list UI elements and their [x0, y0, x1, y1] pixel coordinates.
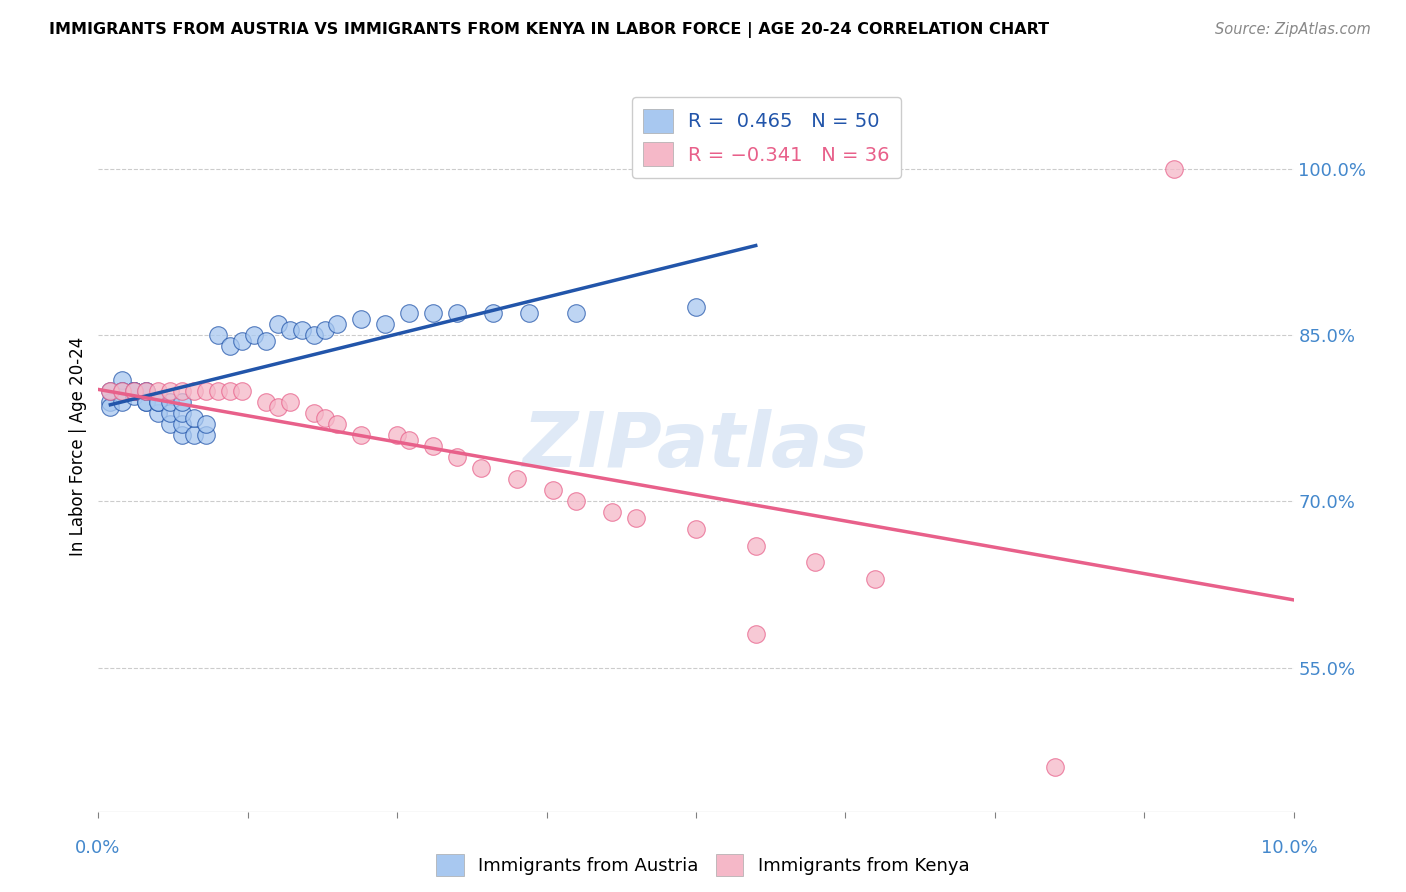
Point [745, 627, 768, 641]
Point [98, 401, 122, 415]
Point [135, 384, 157, 398]
Point [183, 384, 205, 398]
Point [111, 384, 134, 398]
Point [159, 417, 181, 431]
Point [374, 317, 396, 331]
Point [422, 306, 444, 320]
Point [172, 428, 194, 442]
Legend: Immigrants from Austria, Immigrants from Kenya: Immigrants from Austria, Immigrants from… [429, 847, 977, 883]
Point [315, 411, 337, 425]
Point [350, 311, 373, 326]
Point [517, 306, 540, 320]
Point [350, 428, 373, 442]
Point [159, 394, 181, 409]
Point [148, 406, 170, 420]
Point [124, 384, 146, 398]
Point [267, 317, 290, 331]
Point [111, 384, 134, 398]
Point [172, 384, 194, 398]
Point [278, 323, 301, 337]
Text: 0.0%: 0.0% [75, 839, 120, 857]
Point [219, 384, 242, 398]
Point [254, 334, 277, 348]
Point [231, 384, 253, 398]
Point [195, 417, 218, 431]
Point [398, 306, 420, 320]
Point [231, 334, 253, 348]
Text: IMMIGRANTS FROM AUSTRIA VS IMMIGRANTS FROM KENYA IN LABOR FORCE | AGE 20-24 CORR: IMMIGRANTS FROM AUSTRIA VS IMMIGRANTS FR… [49, 22, 1049, 38]
Point [602, 506, 624, 520]
Point [172, 417, 194, 431]
Point [243, 328, 266, 343]
Point [302, 328, 325, 343]
Point [385, 428, 409, 442]
Point [111, 394, 134, 409]
Point [398, 434, 420, 448]
Point [207, 328, 229, 343]
Point [159, 406, 181, 420]
Legend: R =  0.465   N = 50, R = −0.341   N = 36: R = 0.465 N = 50, R = −0.341 N = 36 [631, 97, 901, 178]
Y-axis label: In Labor Force | Age 20-24: In Labor Force | Age 20-24 [69, 336, 87, 556]
Point [291, 323, 314, 337]
Point [124, 384, 146, 398]
Point [124, 384, 146, 398]
Text: 10.0%: 10.0% [1261, 839, 1317, 857]
Point [506, 472, 529, 486]
Point [148, 394, 170, 409]
Point [865, 572, 887, 586]
Point [470, 461, 492, 475]
Point [267, 401, 290, 415]
Point [254, 394, 277, 409]
Point [135, 394, 157, 409]
Point [565, 306, 588, 320]
Point [172, 394, 194, 409]
Point [135, 384, 157, 398]
Point [172, 406, 194, 420]
Point [446, 306, 468, 320]
Point [195, 428, 218, 442]
Point [278, 394, 301, 409]
Point [422, 439, 444, 453]
Point [159, 384, 181, 398]
Point [124, 384, 146, 398]
Text: Source: ZipAtlas.com: Source: ZipAtlas.com [1215, 22, 1371, 37]
Point [1043, 760, 1066, 774]
Point [124, 384, 146, 398]
Point [565, 494, 588, 508]
Point [111, 372, 134, 386]
Point [207, 384, 229, 398]
Point [482, 306, 505, 320]
Point [183, 411, 205, 425]
Point [804, 555, 827, 569]
Point [124, 389, 146, 403]
Point [541, 483, 564, 498]
Point [326, 417, 349, 431]
Point [183, 428, 205, 442]
Point [98, 384, 122, 398]
Point [98, 394, 122, 409]
Point [135, 384, 157, 398]
Point [111, 384, 134, 398]
Point [446, 450, 468, 464]
Point [135, 394, 157, 409]
Point [745, 539, 768, 553]
Point [685, 522, 707, 536]
Point [315, 323, 337, 337]
Point [302, 406, 325, 420]
Point [219, 339, 242, 353]
Point [626, 511, 648, 525]
Point [685, 301, 707, 315]
Point [326, 317, 349, 331]
Point [148, 394, 170, 409]
Point [195, 384, 218, 398]
Text: ZIPatlas: ZIPatlas [523, 409, 869, 483]
Point [98, 384, 122, 398]
Point [148, 384, 170, 398]
Point [1163, 161, 1185, 176]
